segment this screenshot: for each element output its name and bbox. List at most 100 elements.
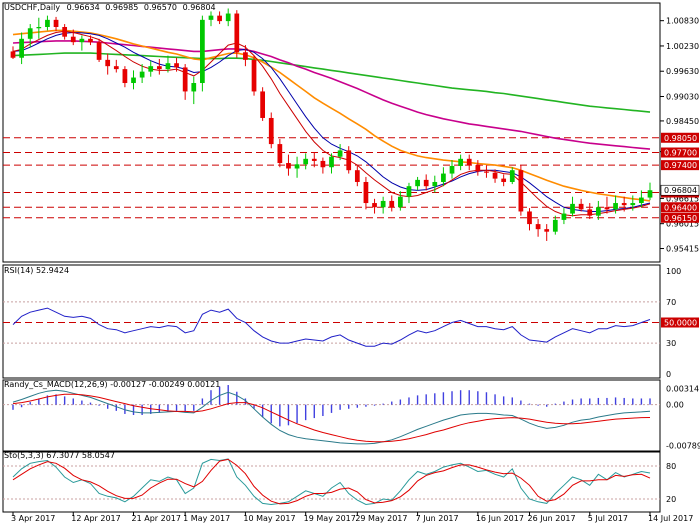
level-labels: 0.980500.977000.974000.967500.964000.961…: [660, 132, 700, 223]
date-tick-label: 12 Apr 2017: [71, 514, 120, 523]
macd-signal-line: [12, 393, 651, 443]
level-label: 0.96400: [664, 203, 697, 212]
candle-body: [156, 66, 162, 70]
candle-body: [10, 51, 16, 58]
candle-body: [604, 207, 610, 210]
date-tick-label: 10 May 2017: [243, 514, 295, 523]
frame-main: [2, 2, 661, 263]
level-label: 0.97700: [664, 149, 697, 158]
stochastic-panel: 80 20: [3, 458, 676, 506]
candle-body: [501, 178, 507, 182]
ohlc-low: 0.96570: [144, 3, 177, 12]
candle-body: [509, 170, 515, 182]
frame-macd: [2, 379, 661, 452]
candle-body: [389, 200, 395, 208]
candle-body: [527, 211, 532, 225]
candle-body: [303, 158, 309, 165]
candle-body: [243, 52, 248, 60]
ohlc-open: 0.96634: [67, 3, 100, 12]
candle-body: [535, 224, 541, 230]
candle-body: [372, 203, 377, 208]
stochastic-title: Sto(5,3,3) 67.3077 58.0547: [4, 451, 115, 460]
candle-body: [423, 179, 429, 187]
candle-body: [260, 91, 266, 118]
candle-body: [466, 158, 472, 166]
candle-body: [484, 171, 489, 173]
stochastic-signal-line: [12, 458, 651, 505]
candle-body: [79, 38, 85, 43]
price-tick-label: 0.96015: [666, 220, 699, 229]
price-tick-label: 0.96615: [666, 194, 699, 203]
price-tick-label: 1.00230: [666, 42, 699, 51]
level-tag: [661, 160, 699, 171]
candle-body: [277, 144, 283, 164]
current-price-label: 0.96804: [664, 186, 697, 195]
price-tick-label: 0.99030: [666, 92, 699, 101]
candle-body: [70, 36, 76, 43]
rsi-tick-label: 0: [666, 370, 671, 379]
candle-body: [630, 203, 636, 206]
candle-body: [268, 117, 274, 145]
candle-body: [518, 170, 524, 212]
candle-body: [397, 196, 403, 208]
rsi-level-label: 50.0000: [664, 319, 697, 328]
candle-body: [329, 156, 334, 168]
chart-title-symbol: USDCHF,Daily: [4, 3, 60, 12]
moving-averages: [12, 29, 651, 217]
rsi-tick-label: 30: [666, 339, 676, 348]
ohlc-close: 0.96804: [183, 3, 216, 12]
candle-body: [148, 66, 154, 72]
candle-body: [45, 19, 50, 28]
date-tick-label: 29 May 2017: [355, 514, 407, 523]
date-axis: 3 Apr 2017 12 Apr 2017 21 Apr 2017 1 May 20…: [11, 512, 693, 523]
candle-body: [96, 42, 102, 60]
level-tag: [661, 212, 699, 223]
frame-rsi: [2, 264, 661, 379]
candle-body: [647, 190, 653, 198]
price-title: USDCHF,Daily 0.96634 0.96985 0.96570 0.9…: [4, 3, 216, 12]
candle-body: [225, 13, 231, 22]
candle-body: [19, 38, 24, 58]
candle-body: [191, 83, 197, 92]
stochastic-tick-label: 20: [666, 495, 676, 504]
date-tick-label: 7 Jun 2017: [416, 514, 459, 523]
rsi-line: [12, 307, 651, 347]
macd-tick-label: -0.00789: [666, 441, 700, 450]
macd-title: Randy_Cs_MACD(12,26,9) -0.00127 -0.00249…: [4, 380, 220, 389]
candle-body: [165, 63, 171, 70]
candle-body: [346, 150, 352, 171]
candle-body: [131, 77, 136, 84]
candle-body: [234, 13, 240, 53]
rsi-panel: 100 70 30 0 50.0000: [3, 267, 699, 379]
candle-body: [88, 38, 93, 43]
candle-body: [587, 209, 593, 216]
candle-body: [200, 19, 205, 84]
date-tick-label: 3 Apr 2017: [11, 514, 55, 523]
candle-body: [458, 158, 463, 166]
candle-body: [621, 203, 627, 206]
candle-body: [53, 19, 59, 28]
rsi-tick-label: 100: [666, 267, 681, 276]
date-tick-label: 14 Jul 2017: [648, 514, 693, 523]
candle-body: [27, 28, 33, 39]
ohlc-high: 0.96985: [105, 3, 138, 12]
candle-body: [380, 200, 386, 208]
ma-magenta-line: [12, 40, 651, 150]
candle-body: [105, 59, 111, 67]
candle-body: [475, 165, 481, 172]
date-tick-label: 26 Jun 2017: [527, 514, 575, 523]
candle-body: [113, 66, 119, 70]
candle-body: [432, 181, 438, 187]
candle-body: [208, 15, 214, 20]
rsi-level-tag: [661, 317, 699, 328]
level-label: 0.97400: [664, 161, 697, 170]
candle-body: [570, 203, 575, 214]
candle-body: [449, 165, 455, 174]
candle-body: [578, 203, 584, 210]
candlesticks: [10, 8, 653, 241]
ma-mid-line: [12, 31, 651, 212]
level-tag: [661, 132, 699, 143]
candle-body: [492, 172, 498, 179]
candle-body: [552, 219, 558, 232]
